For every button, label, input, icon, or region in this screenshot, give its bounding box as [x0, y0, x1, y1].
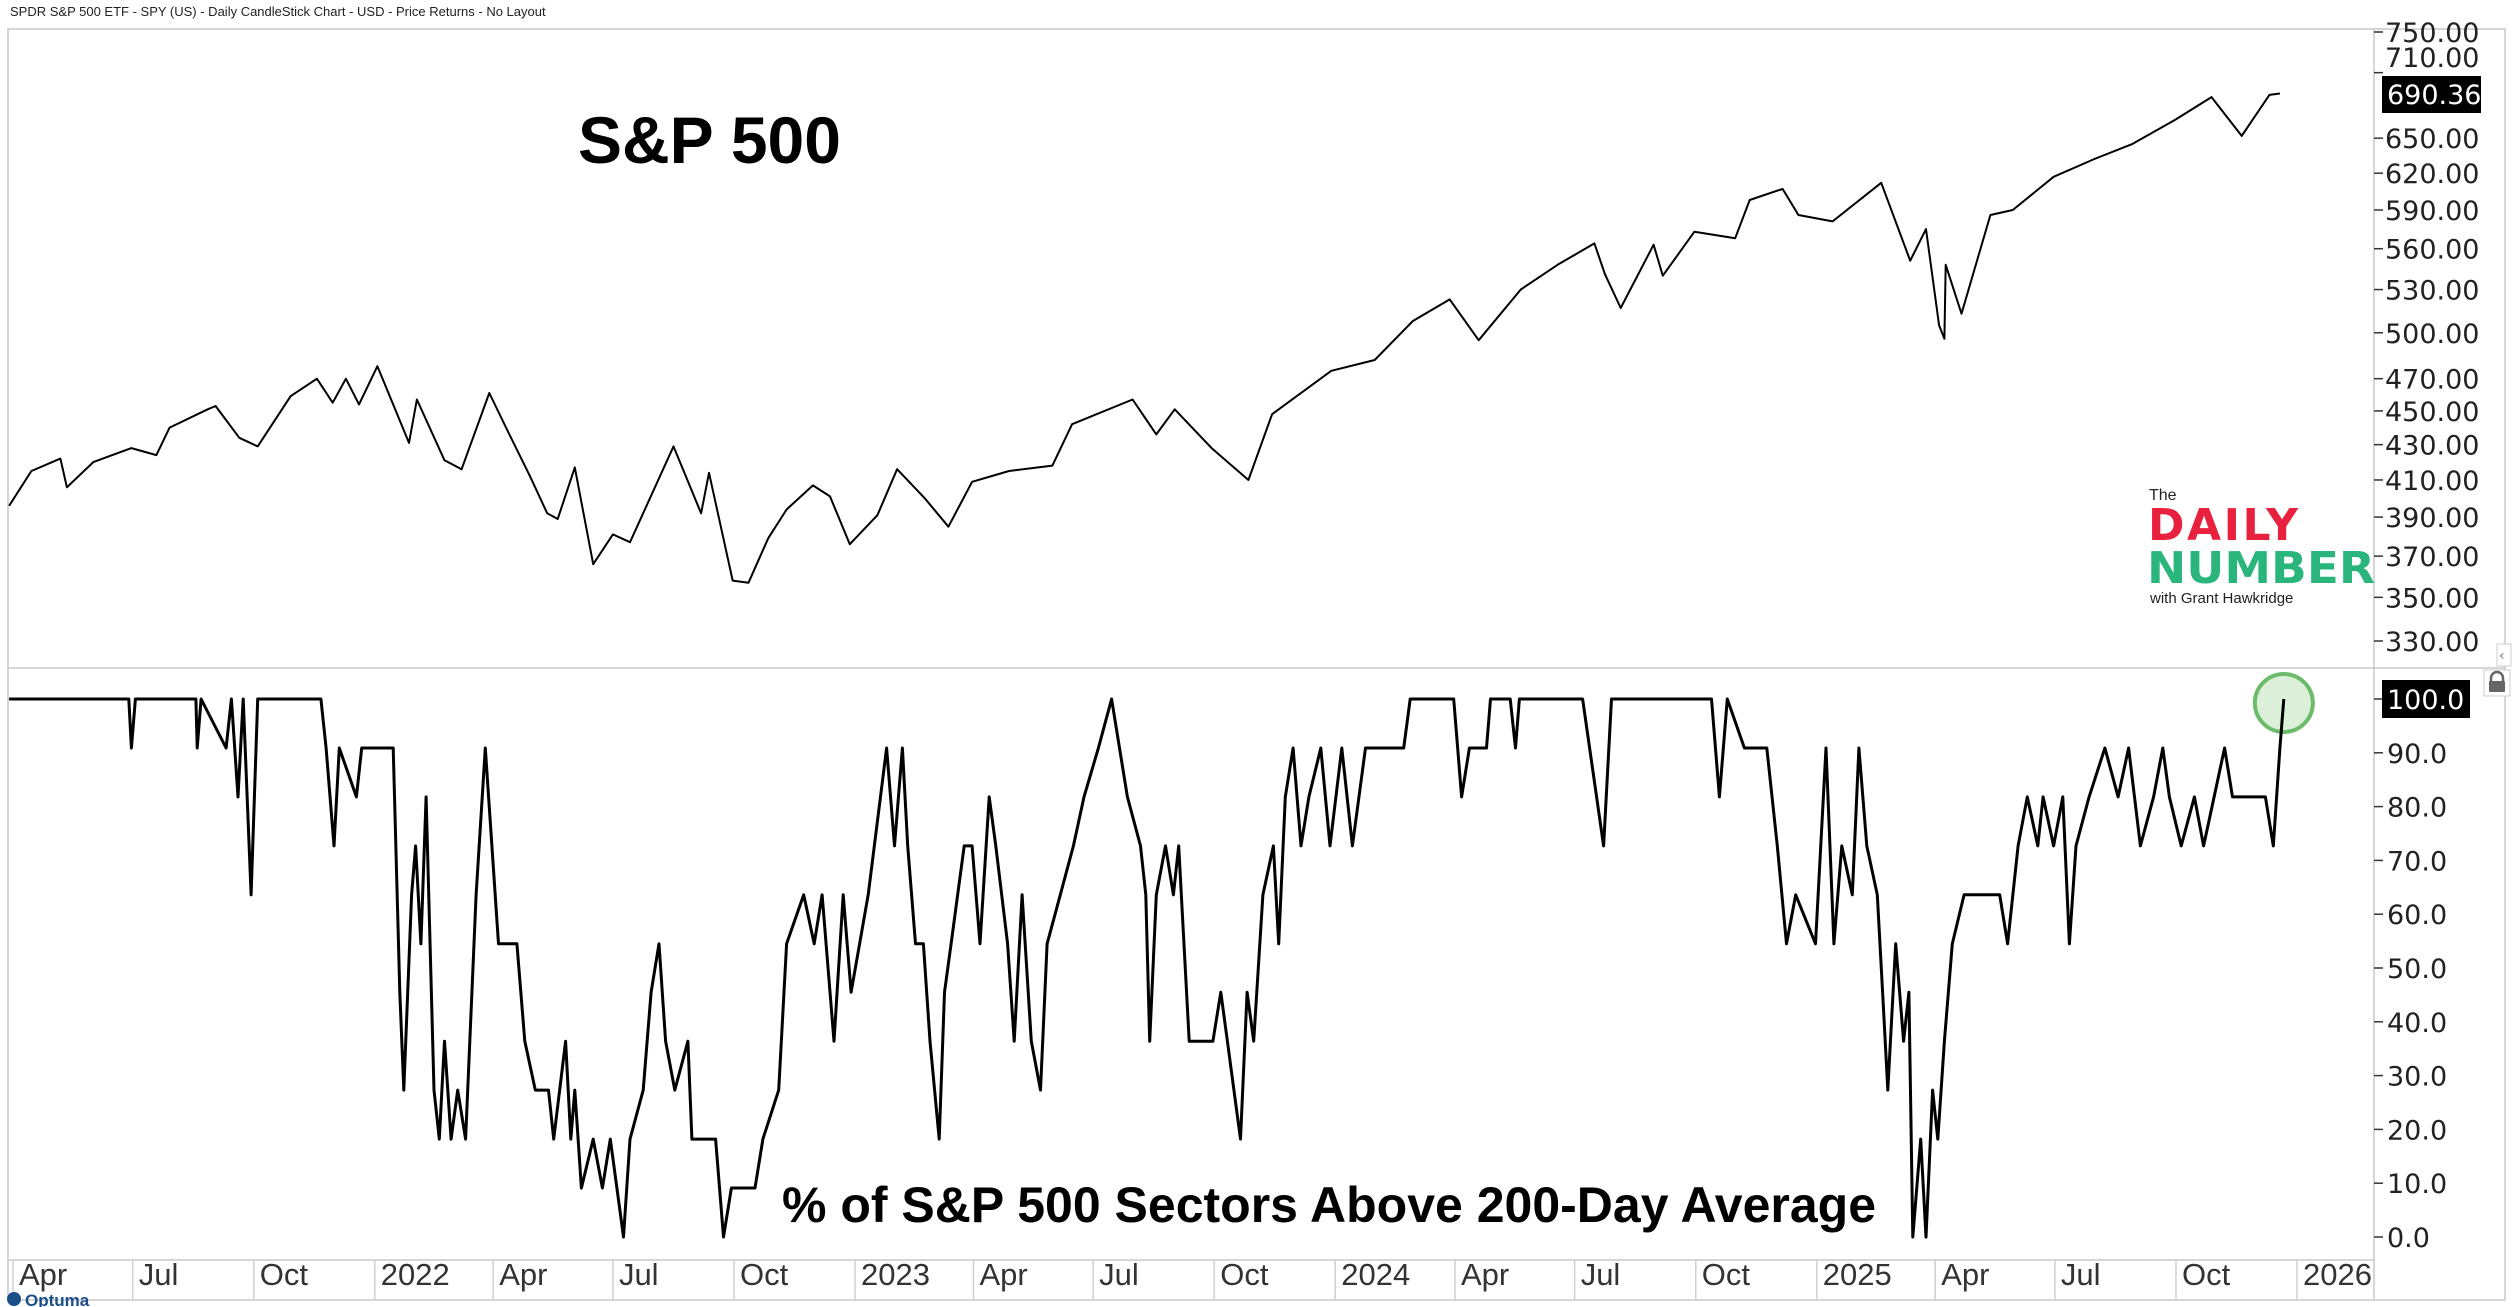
y-tick-label: 60.0 [2387, 900, 2447, 931]
sector-breadth-line [9, 697, 2286, 1239]
chevron-left-icon: ‹ [2499, 648, 2505, 664]
spy-price-line [8, 92, 2281, 584]
x-tick-label: Apr [19, 1257, 67, 1292]
y-tick-label: 70.0 [2387, 846, 2447, 877]
x-tick-label: Jul [1099, 1257, 1139, 1292]
y-tick-label: 50.0 [2387, 954, 2447, 985]
y-tick-label: 710.00 [2385, 43, 2479, 74]
x-axis: Apr Jul Oct 2022 Apr Jul Oct 2023 Apr Jul Oct 2024 A… [12, 1257, 2372, 1300]
y-tick-label: 90.0 [2387, 739, 2447, 770]
y-tick-label: 30.0 [2387, 1062, 2447, 1093]
y-tick-label: 590.00 [2385, 196, 2479, 227]
last-breadth-label: 100.0 [2387, 685, 2464, 716]
x-tick-label: 2024 [1341, 1257, 1410, 1292]
y-tick-label: 470.00 [2385, 365, 2479, 396]
y-tick-label: 80.0 [2387, 793, 2447, 824]
y-tick-label: 620.00 [2385, 159, 2479, 190]
y-tick-label: 750.00 [2385, 18, 2479, 49]
x-tick-label: 2025 [1823, 1257, 1892, 1292]
optuma-logo: Optuma [7, 1291, 90, 1307]
optuma-text: Optuma [25, 1291, 90, 1307]
x-tick-label: Apr [1941, 1257, 1989, 1292]
y-tick-label: 10.0 [2387, 1169, 2447, 1200]
y-tick-label: 530.00 [2385, 276, 2479, 307]
collapse-axis-button[interactable]: ‹ [2496, 643, 2512, 667]
y-tick-label: 390.00 [2385, 503, 2479, 534]
y-tick-label: 40.0 [2387, 1008, 2447, 1039]
sector-breadth-panel: 90.080.070.060.050.040.030.020.010.00.0 … [9, 672, 2470, 1254]
x-tick-label: Oct [2182, 1257, 2231, 1292]
x-tick-label: Oct [260, 1257, 309, 1292]
logo-the: The [2149, 487, 2177, 504]
last-price-label: 690.36 [2387, 80, 2481, 111]
x-tick-label: 2026 [2303, 1257, 2372, 1292]
x-tick-label: Jul [2061, 1257, 2101, 1292]
x-tick-label: 2023 [861, 1257, 930, 1292]
x-tick-label: Apr [499, 1257, 547, 1292]
price-chart-title: S&P 500 [578, 103, 841, 177]
y-tick-label: 410.00 [2385, 466, 2479, 497]
y-tick-label: 350.00 [2385, 583, 2479, 614]
y-tick-label: 650.00 [2385, 124, 2479, 155]
logo-number: NUMBER [2147, 543, 2375, 594]
y-tick-label: 330.00 [2385, 627, 2479, 658]
x-tick-label: Jul [619, 1257, 659, 1292]
x-tick-label: Jul [139, 1257, 179, 1292]
y-tick-label: 450.00 [2385, 397, 2479, 428]
last-price-badge [2382, 76, 2481, 113]
lock-icon [2489, 670, 2505, 682]
x-tick-label: Apr [979, 1257, 1027, 1292]
logo-daily: DAILY [2148, 500, 2299, 551]
y-tick-label: 370.00 [2385, 542, 2479, 573]
logo-with: with Grant Hawkridge [2149, 590, 2293, 607]
daily-number-logo: The DAILY NUMBER with Grant Hawkridge [2147, 487, 2375, 607]
optuma-icon [7, 1292, 21, 1306]
x-tick-label: Oct [740, 1257, 789, 1292]
breadth-y-axis: 90.0 80.0 70.0 60.0 50.0 40.0 30.0 20.0 10.0 0.0 [2374, 698, 2447, 1254]
y-tick-label: 0.0 [2387, 1223, 2430, 1254]
x-tick-label: Oct [1220, 1257, 1269, 1292]
y-tick-label: 430.00 [2385, 431, 2479, 462]
chart-header-title: SPDR S&P 500 ETF - SPY (US) - Daily Cand… [10, 4, 546, 19]
x-tick-label: Jul [1581, 1257, 1621, 1292]
lock-axis-button[interactable] [2483, 669, 2511, 697]
y-tick-label: 20.0 [2387, 1115, 2447, 1146]
y-tick-label: 560.00 [2385, 235, 2479, 266]
x-tick-label: 2022 [381, 1257, 450, 1292]
chart-frame [7, 28, 2506, 1301]
last-breadth-badge [2382, 680, 2470, 718]
breadth-chart-title: % of S&P 500 Sectors Above 200-Day Avera… [782, 1177, 1876, 1233]
x-tick-label: Apr [1461, 1257, 1509, 1292]
y-tick-label: 500.00 [2385, 319, 2479, 350]
x-tick-label: Oct [1702, 1257, 1751, 1292]
